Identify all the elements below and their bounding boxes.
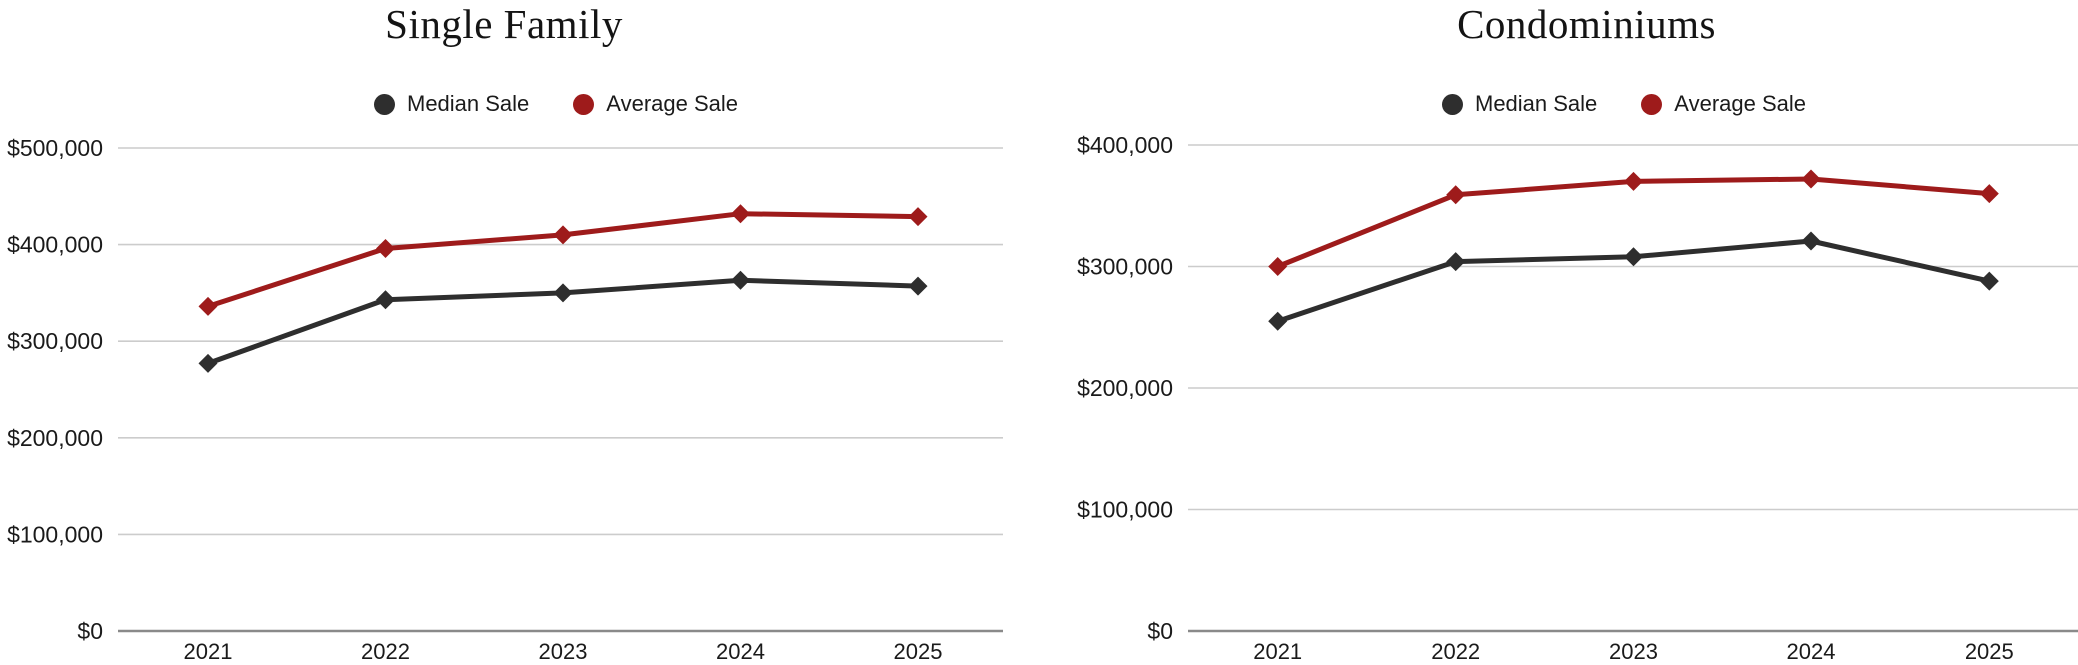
single-family-chart-panel: Single Family Median Sale Average Sale $… bbox=[7, 1, 1003, 664]
x-tick-label: 2023 bbox=[539, 639, 588, 664]
average-sale-dot-icon bbox=[573, 93, 595, 115]
y-tick-label: $400,000 bbox=[7, 232, 103, 258]
legend-label-median-sale: Median Sale bbox=[1474, 91, 1598, 116]
average-sale-dot-icon bbox=[1641, 93, 1663, 115]
median-sale-dot-icon bbox=[373, 93, 395, 115]
legend-item-average-sale[interactable]: Average Sale bbox=[1641, 91, 1806, 117]
legend-label-average-sale: Average Sale bbox=[1674, 91, 1807, 116]
y-tick-label: $100,000 bbox=[1077, 497, 1173, 523]
data-point-marker bbox=[553, 283, 573, 303]
legend-item-median-sale[interactable]: Median Sale bbox=[373, 91, 530, 117]
y-tick-label: $200,000 bbox=[1077, 375, 1173, 401]
data-point-marker bbox=[1268, 257, 1288, 276]
x-tick-label: 2021 bbox=[184, 639, 233, 664]
data-point-marker bbox=[198, 296, 218, 316]
data-point-marker bbox=[376, 239, 395, 258]
data-point-marker bbox=[1446, 185, 1466, 205]
data-point-marker bbox=[1979, 271, 1999, 291]
y-tick-label: $400,000 bbox=[1077, 132, 1173, 158]
data-point-marker bbox=[731, 204, 750, 224]
data-point-marker bbox=[1268, 311, 1288, 331]
legend-item-average-sale[interactable]: Average Sale bbox=[573, 91, 738, 117]
data-point-marker bbox=[1979, 184, 1999, 204]
data-point-marker bbox=[1801, 231, 1821, 251]
condominiums-plot: $0 $100,000 $200,000 $300,000 $400,000 2021 20… bbox=[1077, 132, 2078, 664]
y-tick-label: $200,000 bbox=[7, 425, 103, 451]
data-point-marker bbox=[1624, 171, 1643, 191]
y-tick-label: $100,000 bbox=[7, 521, 103, 547]
y-tick-label: $500,000 bbox=[7, 135, 103, 161]
chart-legend: Median Sale Average Sale bbox=[1441, 91, 1806, 117]
chart-legend: Median Sale Average Sale bbox=[373, 91, 738, 117]
median-sale-dot-icon bbox=[1441, 93, 1463, 115]
y-tick-label: $0 bbox=[77, 618, 103, 644]
data-point-marker bbox=[198, 353, 218, 373]
x-tick-label: 2024 bbox=[716, 639, 765, 664]
data-point-marker bbox=[908, 207, 928, 227]
y-tick-label: $0 bbox=[1147, 618, 1173, 644]
x-tick-label: 2025 bbox=[894, 639, 943, 664]
data-point-marker bbox=[553, 225, 573, 245]
data-point-marker bbox=[908, 276, 928, 296]
chart-title: Condominiums bbox=[1457, 1, 1716, 47]
x-tick-label: 2021 bbox=[1253, 639, 1302, 664]
data-point-marker bbox=[731, 270, 750, 290]
x-tick-label: 2022 bbox=[361, 639, 410, 664]
legend-label-median-sale: Median Sale bbox=[406, 91, 530, 116]
data-point-marker bbox=[376, 290, 395, 310]
x-tick-label: 2025 bbox=[1965, 639, 2014, 664]
data-point-marker bbox=[1801, 169, 1821, 189]
legend-item-median-sale[interactable]: Median Sale bbox=[1441, 91, 1598, 117]
y-tick-label: $300,000 bbox=[7, 328, 103, 354]
data-point-marker bbox=[1446, 252, 1466, 272]
legend-label-average-sale: Average Sale bbox=[606, 91, 739, 116]
data-point-marker bbox=[1624, 247, 1643, 267]
condominiums-chart-panel: Condominiums Median Sale Average Sale $0… bbox=[1039, 0, 2078, 665]
x-tick-label: 2022 bbox=[1431, 639, 1480, 664]
x-tick-label: 2024 bbox=[1787, 639, 1836, 664]
chart-title: Single Family bbox=[385, 1, 623, 47]
single-family-plot: $0 $100,000 $200,000 $300,000 $400,000 $500,0… bbox=[7, 135, 1003, 664]
y-tick-label: $300,000 bbox=[1077, 254, 1173, 280]
x-tick-label: 2023 bbox=[1609, 639, 1658, 664]
